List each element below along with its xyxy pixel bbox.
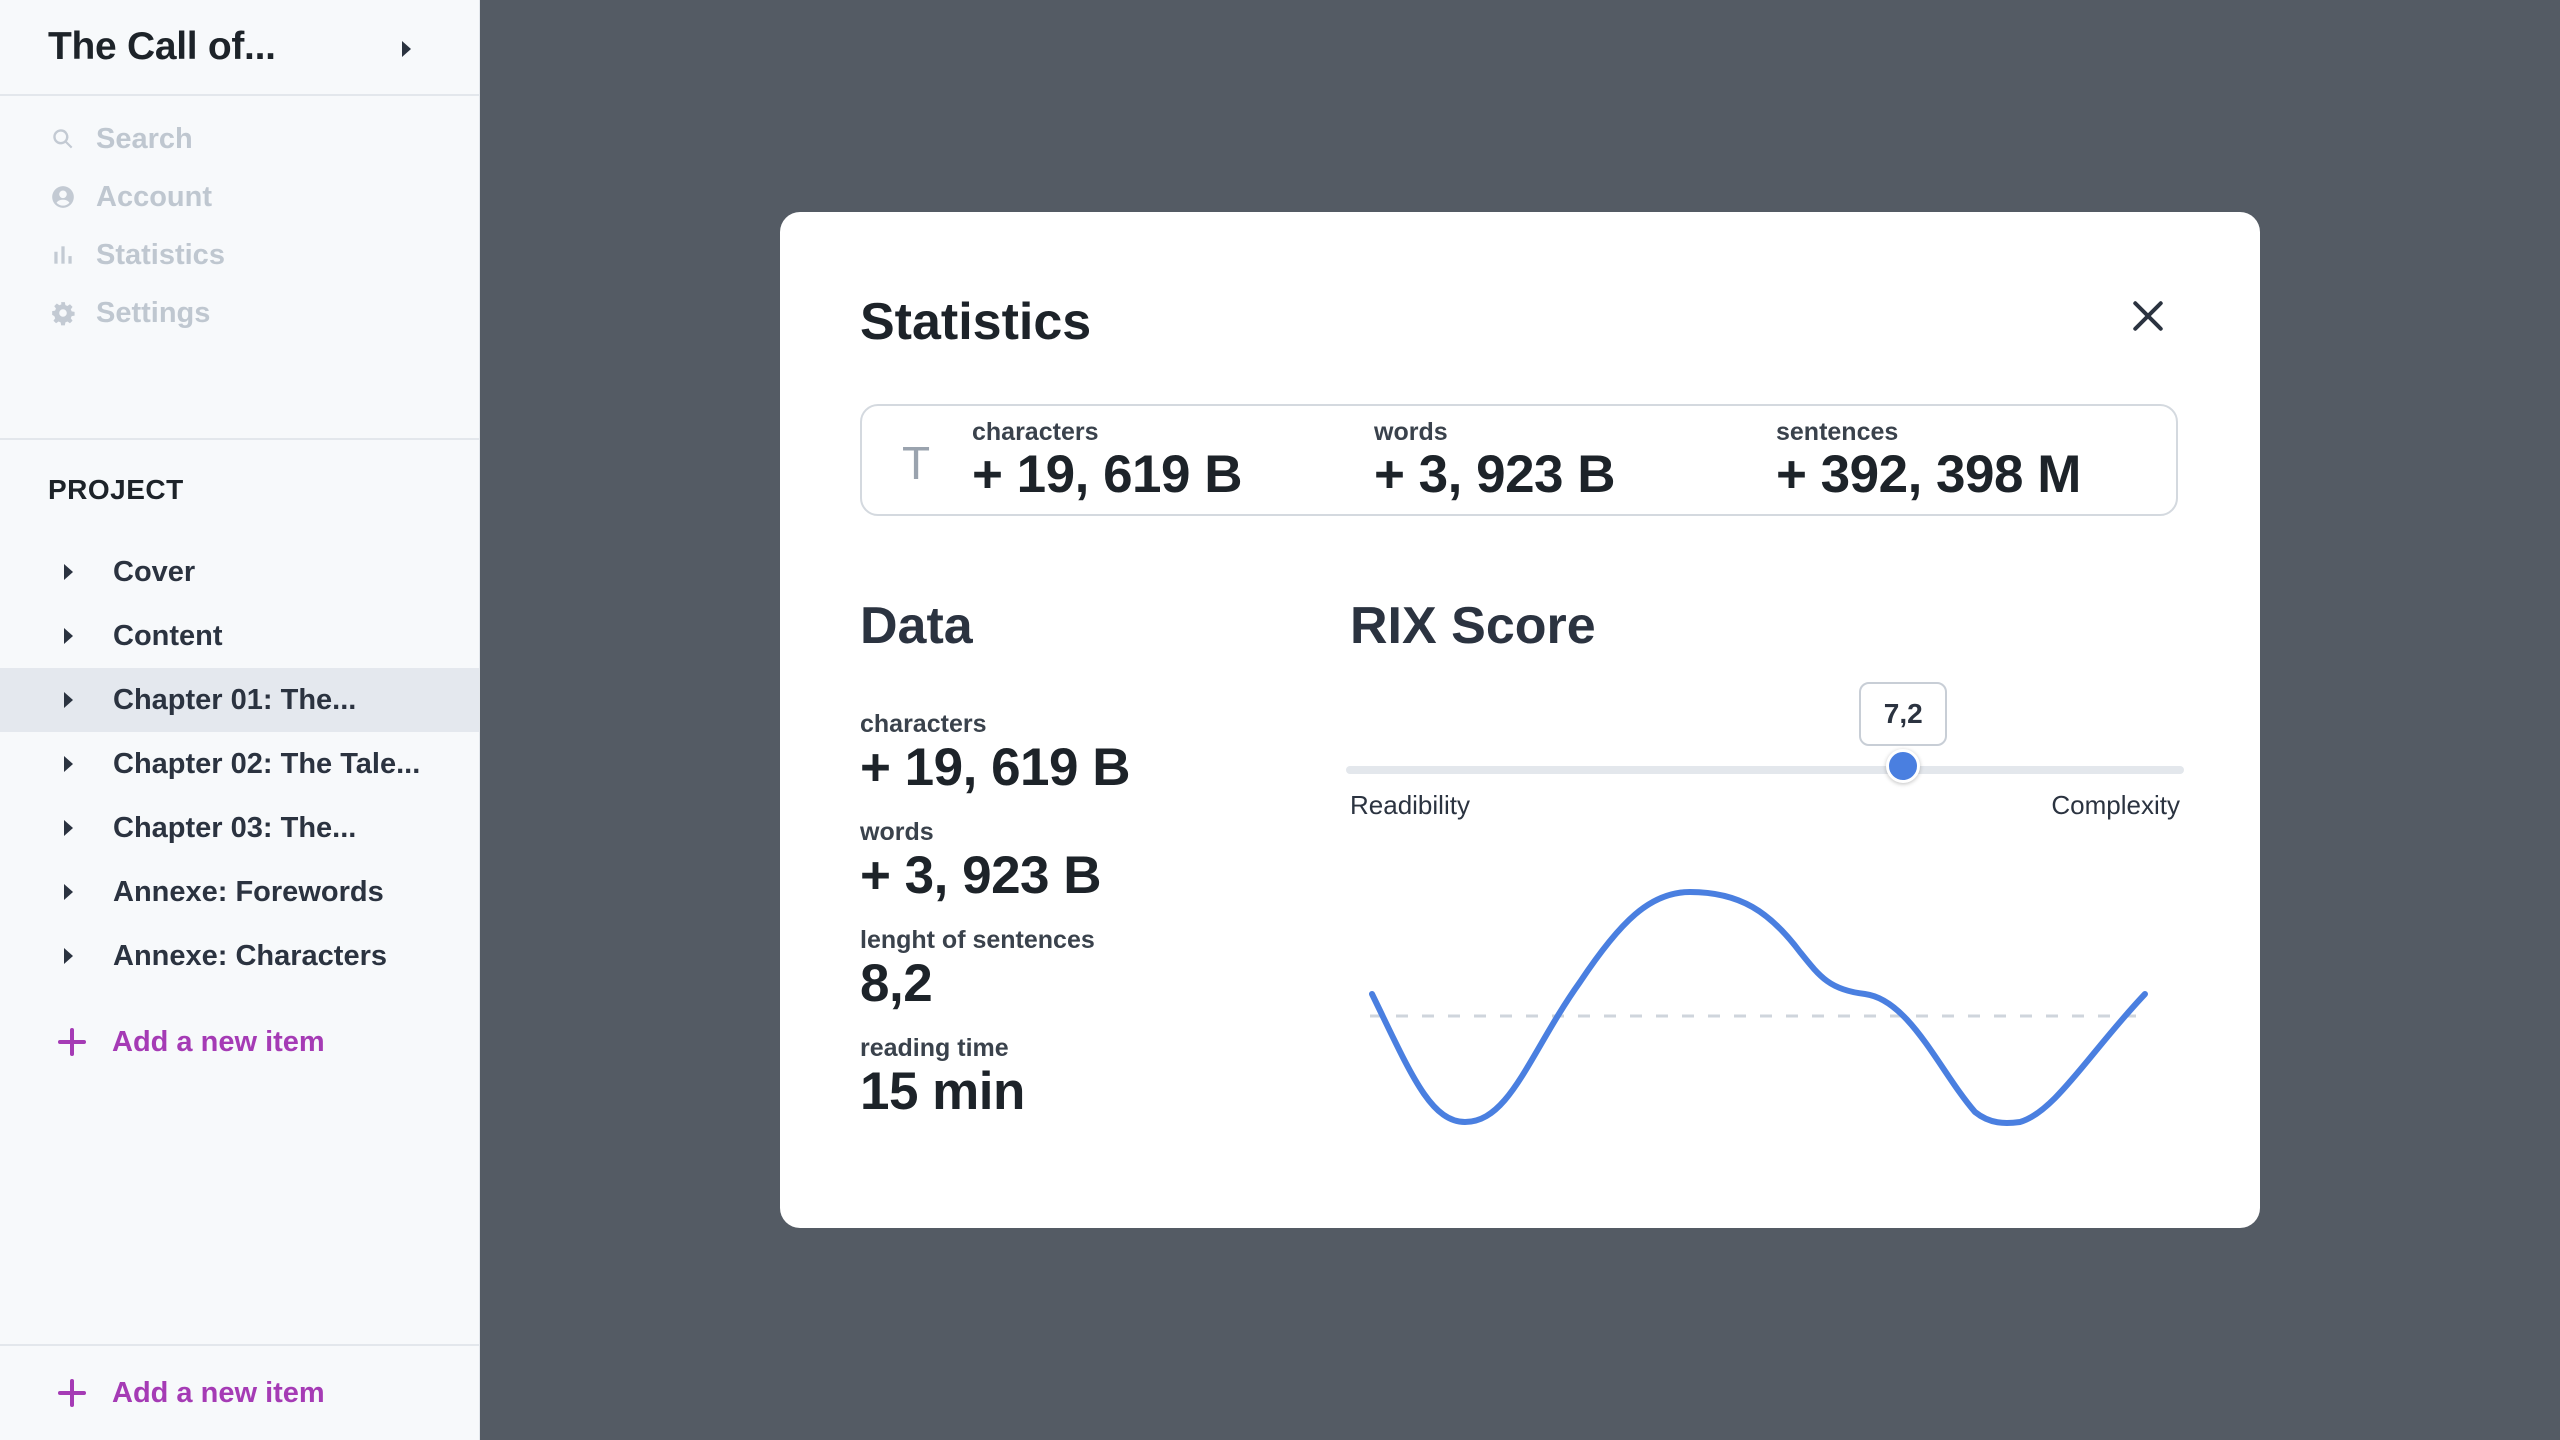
stat-value: + 392, 398 M [1776, 445, 2081, 504]
caret-right-icon[interactable] [64, 820, 73, 836]
stat-label: sentences [1776, 418, 1899, 446]
plus-icon [56, 1026, 88, 1058]
rix-score-title: RIX Score [1350, 597, 1596, 655]
data-section-title: Data [860, 597, 973, 655]
footer-add-item-button[interactable]: Add a new item [0, 1361, 325, 1425]
tree-item[interactable]: Cover [0, 540, 479, 604]
nav-item-search[interactable]: Search [0, 110, 479, 168]
caret-right-icon[interactable] [64, 756, 73, 772]
data-value: + 19, 619 B [860, 738, 1131, 797]
modal-title: Statistics [860, 293, 1092, 351]
nav-item-account[interactable]: Account [0, 168, 479, 226]
curve-line [1369, 888, 2148, 1126]
tree-item-label: Annexe: Characters [113, 939, 387, 972]
rix-value-tooltip: 7,2 [1859, 682, 1948, 746]
data-item-characters: characters + 19, 619 B [860, 710, 1131, 797]
expand-caret-icon[interactable] [402, 41, 411, 57]
data-item-sentence-length: lenght of sentences 8,2 [860, 926, 1095, 1013]
caret-right-icon[interactable] [64, 692, 73, 708]
sidebar-footer: Add a new item [0, 1344, 480, 1440]
close-icon[interactable] [2128, 296, 2168, 336]
nav-item-label: Statistics [96, 238, 225, 271]
project-title: The Call of... [48, 25, 276, 68]
rix-distribution-curve [1369, 888, 2150, 1126]
summary-stats-bar: T characters + 19, 619 B words + 3, 923 … [860, 404, 2178, 516]
tree-item-active[interactable]: Chapter 01: The... [0, 668, 479, 732]
data-value: 8,2 [860, 954, 933, 1013]
sidebar: The Call of... Search Account Statistics [0, 0, 480, 1440]
statistics-modal: Statistics T characters + 19, 619 B word… [780, 212, 2260, 1228]
project-header[interactable]: The Call of... [0, 0, 479, 96]
slider-max-label: Complexity [2051, 790, 2180, 820]
data-value: + 3, 923 B [860, 846, 1102, 905]
tree-item-label: Chapter 03: The... [113, 811, 357, 844]
summary-stat-words: words + 3, 923 B [1374, 418, 1616, 504]
caret-right-icon[interactable] [64, 948, 73, 964]
text-icon: T [902, 437, 931, 489]
rix-slider-track[interactable] [1346, 766, 2184, 774]
plus-icon [56, 1377, 88, 1409]
nav-item-settings[interactable]: Settings [0, 284, 479, 342]
caret-right-icon[interactable] [64, 628, 73, 644]
tree-item-label: Chapter 01: The... [113, 683, 357, 716]
data-label: characters [860, 710, 987, 738]
tree-item[interactable]: Chapter 03: The... [0, 796, 479, 860]
tree-item-label: Chapter 02: The Tale... [113, 747, 421, 780]
stat-value: + 3, 923 B [1374, 445, 1616, 504]
add-item-label: Add a new item [112, 1025, 325, 1058]
nav-item-label: Search [96, 122, 193, 155]
summary-stat-sentences: sentences + 392, 398 M [1776, 418, 2081, 503]
account-icon [50, 184, 76, 210]
nav-item-statistics[interactable]: Statistics [0, 226, 479, 284]
gear-icon [50, 300, 76, 326]
data-value: 15 min [860, 1062, 1025, 1121]
stat-label: words [1374, 418, 1448, 446]
tree-item[interactable]: Annexe: Forewords [0, 860, 479, 924]
summary-stat-characters: characters + 19, 619 B [972, 418, 1243, 504]
stat-label: characters [972, 418, 1099, 446]
rix-slider-thumb[interactable] [1886, 749, 1921, 783]
stat-value: + 19, 619 B [972, 445, 1243, 504]
tree-item[interactable]: Annexe: Characters [0, 924, 479, 988]
section-label-project: PROJECT [48, 474, 184, 505]
project-tree: Cover Content Chapter 01: The... Chapter… [0, 540, 479, 988]
data-item-words: words + 3, 923 B [860, 818, 1102, 905]
add-item-button[interactable]: Add a new item [0, 1010, 479, 1074]
data-label: words [860, 818, 934, 846]
nav-item-label: Settings [96, 296, 211, 329]
sidebar-nav: Search Account Statistics Settings [0, 96, 479, 440]
nav-item-label: Account [96, 180, 212, 213]
slider-min-label: Readibility [1350, 790, 1470, 820]
data-label: reading time [860, 1034, 1009, 1062]
tree-item-label: Annexe: Forewords [113, 875, 384, 908]
tree-item[interactable]: Content [0, 604, 479, 668]
bar-chart-icon [50, 242, 76, 268]
search-icon [50, 126, 76, 152]
caret-right-icon[interactable] [64, 564, 73, 580]
tree-item[interactable]: Chapter 02: The Tale... [0, 732, 479, 796]
data-label: lenght of sentences [860, 926, 1095, 954]
caret-right-icon[interactable] [64, 884, 73, 900]
tree-item-label: Cover [113, 555, 196, 588]
data-item-reading-time: reading time 15 min [860, 1034, 1025, 1121]
tree-item-label: Content [113, 619, 223, 652]
add-item-label: Add a new item [112, 1376, 325, 1409]
